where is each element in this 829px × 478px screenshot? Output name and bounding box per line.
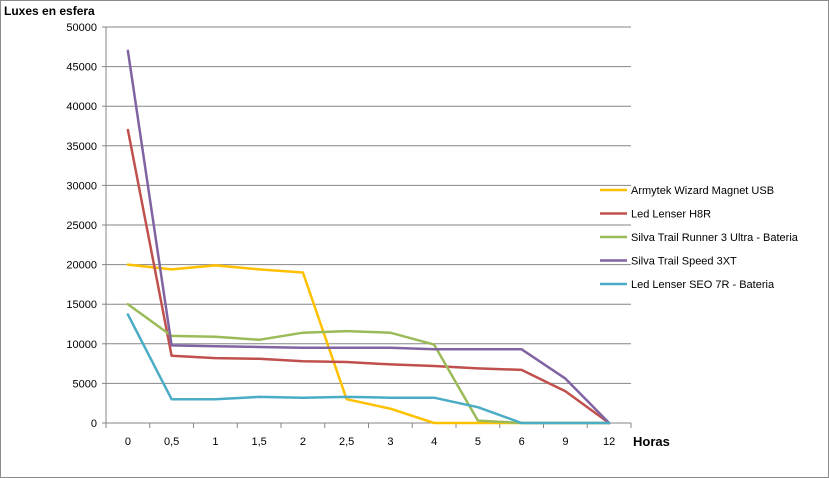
x-tick-label: 2,5 [339, 436, 354, 448]
y-axis-title: Luxes en esfera [4, 4, 95, 18]
x-tick-labels: 0 0,5 1 1,5 2 2,5 3 4 5 6 9 12 [125, 436, 615, 448]
y-tick-label: 25000 [66, 220, 97, 232]
y-tick-label: 50000 [66, 22, 97, 34]
x-tick-label: 2 [300, 436, 306, 448]
series-line-5 [126, 313, 611, 425]
axes [102, 26, 632, 428]
x-tick-label: 4 [431, 436, 437, 448]
legend-label: Led Lenser SEO 7R - Bateria [631, 279, 775, 291]
x-tick-label: 0,5 [164, 436, 179, 448]
y-tick-label: 20000 [66, 260, 97, 272]
y-tick-label: 15000 [66, 299, 97, 311]
x-tick-label: 1 [212, 436, 218, 448]
legend: Armytek Wizard Magnet USB Led Lenser H8R S… [600, 185, 799, 291]
series-lines [126, 49, 611, 425]
x-tick-label: 3 [387, 436, 393, 448]
x-tick-label: 9 [562, 436, 568, 448]
x-axis-title: Horas [633, 434, 670, 449]
legend-label: Led Lenser H8R [631, 209, 711, 221]
gridlines [106, 26, 631, 384]
y-tick-label: 45000 [66, 62, 97, 74]
legend-label: Armytek Wizard Magnet USB [631, 185, 774, 197]
y-tick-label: 35000 [66, 141, 97, 153]
y-tick-label: 5000 [73, 378, 97, 390]
y-tick-label: 30000 [66, 180, 97, 192]
x-tick-label: 6 [519, 436, 525, 448]
x-tick-label: 1,5 [251, 436, 266, 448]
y-tick-labels: 0 5000 10000 15000 20000 25000 30000 35000 40000… [66, 22, 97, 430]
y-tick-label: 0 [91, 418, 97, 430]
legend-label: Silva Trail Speed 3XT [631, 256, 737, 268]
series-line-2 [126, 128, 611, 425]
x-tick-label: 0 [125, 436, 131, 448]
x-tick-label: 5 [475, 436, 481, 448]
legend-label: Silva Trail Runner 3 Ultra - Bateria [631, 232, 799, 244]
y-tick-label: 10000 [66, 339, 97, 351]
y-tick-label: 40000 [66, 101, 97, 113]
series-line-4 [126, 49, 611, 425]
x-tick-label: 12 [603, 436, 615, 448]
